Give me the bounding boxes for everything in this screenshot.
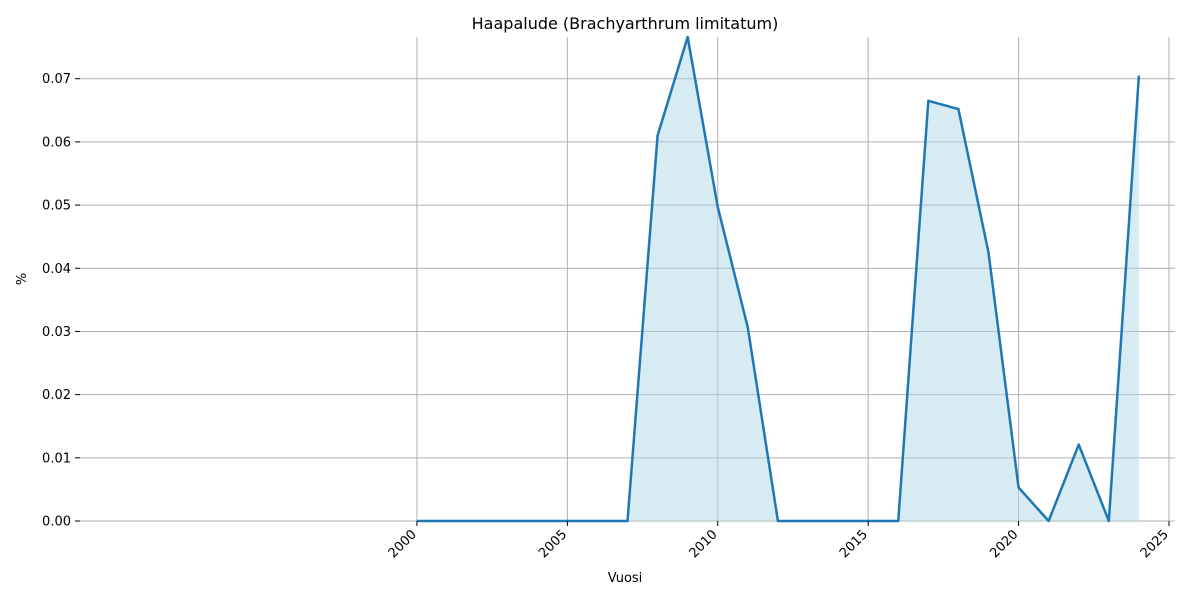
x-axis: 2000 2005 2010 2015 2020 2025 — [386, 521, 1172, 561]
chart-title: Haapalude (Brachyarthrum limitatum) — [472, 14, 779, 33]
y-tick-label: 0.03 — [42, 325, 71, 340]
x-tick-label: 2025 — [1138, 527, 1172, 561]
x-tick-label: 2000 — [386, 527, 420, 561]
series-line — [416, 35, 1141, 523]
x-tick-label: 2010 — [687, 527, 721, 561]
area-layer — [416, 37, 1139, 521]
x-tick-label: 2020 — [987, 527, 1021, 561]
area-fill — [416, 37, 1139, 521]
line-layer — [416, 35, 1141, 523]
x-axis-label: Vuosi — [608, 571, 643, 586]
y-axis: 0.00 0.01 0.02 0.03 0.04 0.05 0.06 0.07 — [42, 72, 80, 530]
y-tick-label: 0.05 — [42, 199, 71, 214]
y-tick-label: 0.00 — [42, 515, 71, 530]
x-tick-label: 2015 — [837, 527, 871, 561]
y-tick-label: 0.04 — [42, 262, 71, 277]
y-tick-label: 0.06 — [42, 135, 71, 150]
y-tick-label: 0.01 — [42, 451, 71, 466]
y-axis-label: % — [15, 273, 30, 285]
x-tick-label: 2005 — [536, 527, 570, 561]
y-tick-label: 0.07 — [42, 72, 71, 87]
y-tick-label: 0.02 — [42, 388, 71, 403]
